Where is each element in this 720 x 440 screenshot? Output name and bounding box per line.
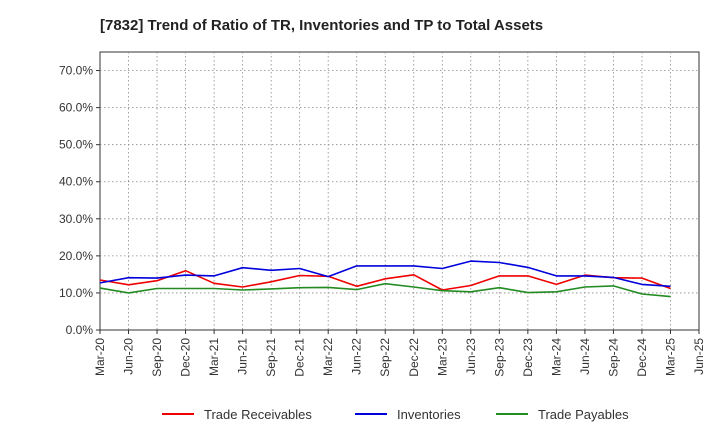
chart-title: [7832] Trend of Ratio of TR, Inventories… [100,17,543,34]
x-tick-label: Dec-23 [521,338,535,377]
x-tick-label: Jun-21 [236,338,250,375]
x-tick-label: Mar-23 [435,338,449,376]
x-tick-label: Mar-20 [93,338,107,376]
x-tick-label: Dec-22 [407,338,421,377]
y-tick-label: 60.0% [59,101,93,115]
x-tick-label: Sep-22 [378,338,392,377]
legend: Trade Receivables Inventories Trade Payabl… [162,407,629,422]
x-tick-label: Dec-20 [179,338,193,377]
x-tick-label: Jun-22 [350,338,364,375]
y-tick-label: 40.0% [59,175,93,189]
x-tick-label: Jun-20 [122,338,136,375]
x-tick-label: Mar-21 [207,338,221,376]
legend-label: Trade Receivables [204,407,312,422]
y-tick-label: 30.0% [59,212,93,226]
y-tick-label: 0.0% [66,323,94,337]
y-tick-label: 70.0% [59,64,93,78]
y-axis-ticks: 0.0% 10.0% 20.0% 30.0% 40.0% 50.0% 60.0% 70.0% [59,64,100,337]
x-tick-label: Mar-24 [549,338,563,376]
series-line-trade-payables [99,282,671,298]
x-tick-label: Jun-23 [464,338,478,375]
legend-label: Inventories [397,407,461,422]
y-tick-label: 10.0% [59,286,93,300]
x-tick-label: Sep-20 [150,338,164,377]
x-tick-label: Jun-24 [578,338,592,375]
x-tick-label: Sep-23 [492,338,506,377]
plot-area [99,51,700,331]
series-line-inventories [99,260,671,288]
y-tick-label: 20.0% [59,249,93,263]
x-tick-label: Jun-25 [692,338,706,375]
x-tick-label: Dec-21 [293,338,307,377]
series-lines [99,260,671,298]
x-tick-label: Mar-25 [663,338,677,376]
x-tick-label: Mar-22 [321,338,335,376]
y-tick-label: 50.0% [59,138,93,152]
x-tick-label: Dec-24 [635,338,649,377]
legend-label: Trade Payables [538,407,629,422]
x-axis-ticks: Mar-20 Jun-20 Sep-20 Dec-20 Mar-21 Jun-21 Sep-… [93,330,706,377]
x-tick-label: Sep-21 [264,338,278,377]
x-tick-label: Sep-24 [606,338,620,377]
